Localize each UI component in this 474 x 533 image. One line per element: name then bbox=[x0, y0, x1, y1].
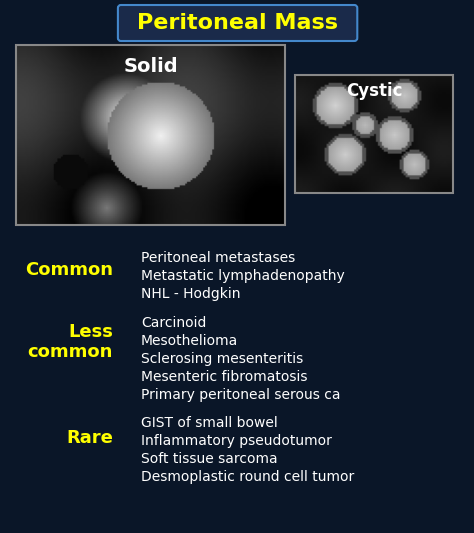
Text: Cystic: Cystic bbox=[346, 82, 402, 100]
Text: Mesothelioma: Mesothelioma bbox=[141, 334, 238, 348]
Text: Primary peritoneal serous ca: Primary peritoneal serous ca bbox=[141, 388, 340, 402]
Text: Mesenteric fibromatosis: Mesenteric fibromatosis bbox=[141, 370, 307, 384]
FancyBboxPatch shape bbox=[118, 5, 357, 41]
Text: Common: Common bbox=[25, 261, 113, 279]
Text: Carcinoid: Carcinoid bbox=[141, 316, 206, 330]
Bar bbox=[16, 45, 285, 225]
Text: Metastatic lymphadenopathy: Metastatic lymphadenopathy bbox=[141, 269, 345, 283]
Bar bbox=[295, 75, 453, 193]
Text: Peritoneal metastases: Peritoneal metastases bbox=[141, 251, 295, 265]
Text: Peritoneal Mass: Peritoneal Mass bbox=[137, 13, 338, 33]
Text: GIST of small bowel: GIST of small bowel bbox=[141, 416, 278, 430]
Text: Inflammatory pseudotumor: Inflammatory pseudotumor bbox=[141, 434, 332, 448]
Text: Rare: Rare bbox=[66, 429, 113, 447]
Text: NHL - Hodgkin: NHL - Hodgkin bbox=[141, 287, 240, 301]
Text: Solid: Solid bbox=[124, 58, 178, 77]
Text: Desmoplastic round cell tumor: Desmoplastic round cell tumor bbox=[141, 470, 354, 484]
Text: Sclerosing mesenteritis: Sclerosing mesenteritis bbox=[141, 352, 303, 366]
Text: Less
common: Less common bbox=[27, 322, 113, 361]
Text: Soft tissue sarcoma: Soft tissue sarcoma bbox=[141, 452, 277, 466]
